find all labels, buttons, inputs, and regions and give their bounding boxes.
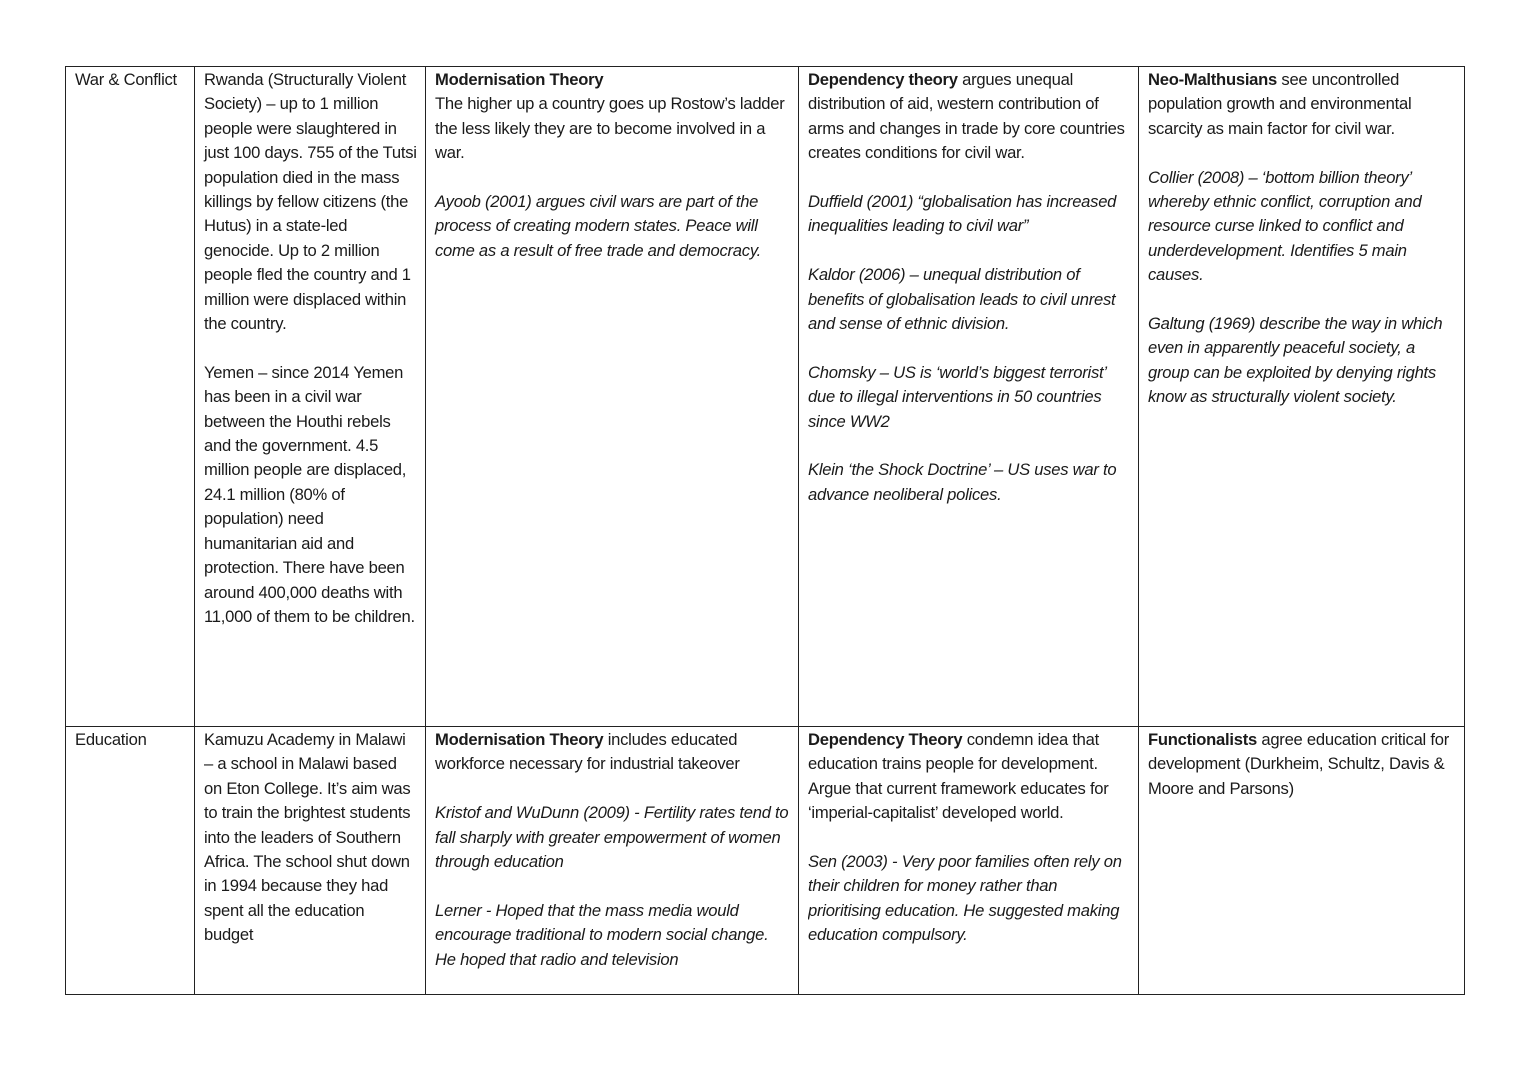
paragraph: Duffield (2001) “globalisation has incre… <box>808 190 1130 239</box>
paragraph-text: Rwanda (Structurally Violent Society) – … <box>204 70 417 334</box>
paragraph: Kaldor (2006) – unequal distribution of … <box>808 263 1130 336</box>
paragraph: Chomsky – US is ‘world’s biggest terrori… <box>808 361 1130 434</box>
paragraph-text: argues unequal distribution of aid, west… <box>808 70 1125 163</box>
paragraph: Dependency Theory condemn idea that educ… <box>808 728 1130 826</box>
paragraph-text: includes educated workforce necessary fo… <box>435 730 740 774</box>
paragraph-text: condemn idea that education trains peopl… <box>808 730 1109 823</box>
table-row: War & Conflict Rwanda (Structurally Viole… <box>65 66 1465 727</box>
paragraph-text: Chomsky – US is ‘world’s biggest terrori… <box>808 362 1106 431</box>
paragraph: Functionalists agree education critical … <box>1148 728 1456 801</box>
theory-heading: Modernisation Theory <box>435 730 604 749</box>
paragraph-text: agree education critical for development… <box>1148 730 1449 798</box>
topic-label: War & Conflict <box>75 70 177 89</box>
paragraph: Kristof and WuDunn (2009) - Fertility ra… <box>435 801 790 874</box>
modernisation-cell: Modernisation Theory includes educated w… <box>425 726 799 995</box>
paragraph-text: Collier (2008) – ‘bottom billion theory’… <box>1148 167 1422 285</box>
paragraph-text: Duffield (2001) “globalisation has incre… <box>808 192 1117 236</box>
paragraph: Klein ‘the Shock Doctrine’ – US uses war… <box>808 458 1130 507</box>
paragraph: Galtung (1969) describe the way in which… <box>1148 312 1456 410</box>
paragraph-text: Ayoob (2001) argues civil wars are part … <box>435 192 762 260</box>
paragraph: Ayoob (2001) argues civil wars are part … <box>435 190 790 263</box>
example-cell: Kamuzu Academy in Malawi – a school in M… <box>194 726 426 995</box>
theory-heading: Modernisation Theory <box>435 70 604 89</box>
paragraph-text: see uncontrolled population growth and e… <box>1148 70 1412 138</box>
paragraph: Yemen – since 2014 Yemen has been in a c… <box>204 361 417 629</box>
paragraph: Dependency theory argues unequal distrib… <box>808 68 1130 166</box>
paragraph-text: Klein ‘the Shock Doctrine’ – US uses war… <box>808 460 1117 504</box>
paragraph: Neo-Malthusians see uncontrolled populat… <box>1148 68 1456 141</box>
topic-label: Education <box>75 730 147 749</box>
notes-table: War & Conflict Rwanda (Structurally Viole… <box>65 66 1465 995</box>
paragraph-text: The higher up a country goes up Rostow’s… <box>435 94 785 163</box>
dependency-cell: Dependency Theory condemn idea that educ… <box>798 726 1139 995</box>
table-row: Education Kamuzu Academy in Malawi – a sc… <box>65 726 1465 995</box>
paragraph: Sen (2003) - Very poor families often re… <box>808 850 1130 948</box>
dependency-cell: Dependency theory argues unequal distrib… <box>798 66 1139 727</box>
paragraph: Collier (2008) – ‘bottom billion theory’… <box>1148 166 1456 288</box>
example-cell: Rwanda (Structurally Violent Society) – … <box>194 66 426 727</box>
other-theory-cell: Neo-Malthusians see uncontrolled populat… <box>1138 66 1465 727</box>
topic-cell: Education <box>65 726 195 995</box>
paragraph-text: Yemen – since 2014 Yemen has been in a c… <box>204 362 415 626</box>
theory-heading: Functionalists <box>1148 730 1257 749</box>
paragraph-text: Kristof and WuDunn (2009) - Fertility ra… <box>435 803 789 872</box>
topic-cell: War & Conflict <box>65 66 195 727</box>
paragraph-text: Sen (2003) - Very poor families often re… <box>808 852 1122 945</box>
modernisation-cell: Modernisation Theory The higher up a coun… <box>425 66 799 727</box>
paragraph: Rwanda (Structurally Violent Society) – … <box>204 68 417 336</box>
paragraph-text: Kaldor (2006) – unequal distribution of … <box>808 265 1116 334</box>
paragraph-text: Lerner - Hoped that the mass media would… <box>435 900 769 969</box>
paragraph: Modernisation Theory includes educated w… <box>435 728 790 777</box>
paragraph: Modernisation Theory The higher up a coun… <box>435 68 790 166</box>
paragraph-text: Kamuzu Academy in Malawi – a school in M… <box>204 730 411 945</box>
paragraph: Kamuzu Academy in Malawi – a school in M… <box>204 728 417 948</box>
theory-heading: Neo-Malthusians <box>1148 70 1278 89</box>
theory-heading: Dependency theory <box>808 70 958 89</box>
paragraph-text: Galtung (1969) describe the way in which… <box>1148 314 1443 407</box>
theory-heading: Dependency Theory <box>808 730 963 749</box>
paragraph: Lerner - Hoped that the mass media would… <box>435 899 790 972</box>
table-body: War & Conflict Rwanda (Structurally Viole… <box>65 66 1465 995</box>
other-theory-cell: Functionalists agree education critical … <box>1138 726 1465 995</box>
